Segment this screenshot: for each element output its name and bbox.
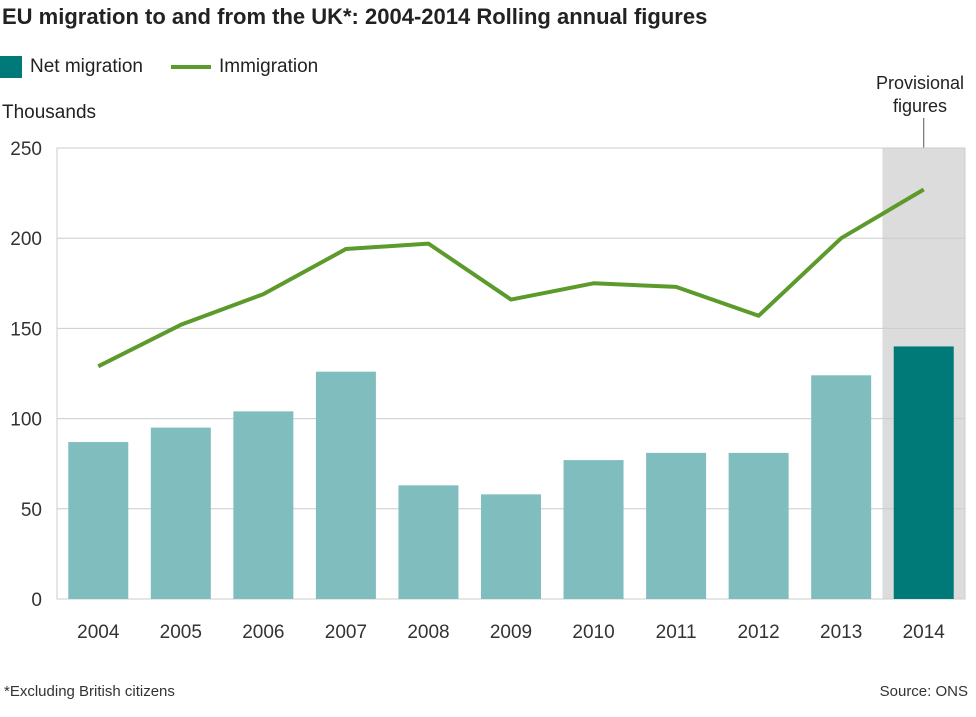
- y-tick-label: 100: [10, 410, 42, 431]
- bar-2010: [563, 460, 624, 599]
- bar-2004: [68, 442, 129, 599]
- x-tick-label: 2005: [160, 622, 202, 643]
- y-axis-label: Thousands: [2, 102, 97, 123]
- x-tick-label: 2008: [407, 622, 449, 643]
- legend-swatch-net-migration: [0, 56, 22, 78]
- x-tick-label: 2004: [77, 622, 120, 643]
- footnote: *Excluding British citizens: [4, 683, 175, 700]
- y-tick-label: 50: [21, 500, 42, 521]
- bar-2008: [398, 485, 459, 599]
- source: Source: ONS: [879, 683, 968, 700]
- x-tick-label: 2011: [656, 622, 697, 643]
- bar-2013: [811, 375, 872, 599]
- bar-2012: [728, 452, 789, 599]
- x-tick-label: 2009: [490, 622, 532, 643]
- x-tick-label: 2012: [737, 622, 779, 643]
- provisional-annotation: Provisional figures: [875, 73, 965, 116]
- x-tick-label: 2014: [903, 622, 946, 643]
- bar-2006: [233, 411, 294, 599]
- bar-2005: [150, 427, 211, 599]
- legend-label-immigration: Immigration: [219, 56, 319, 77]
- y-tick-label: 0: [31, 590, 42, 611]
- y-tick-label: 250: [10, 139, 42, 160]
- x-tick-label: 2006: [242, 622, 284, 643]
- y-tick-label: 150: [10, 319, 42, 340]
- legend-label-net-migration: Net migration: [30, 56, 143, 77]
- bar-2007: [315, 371, 376, 599]
- bar-2011: [646, 452, 707, 599]
- chart-title: EU migration to and from the UK*: 2004-2…: [2, 4, 708, 29]
- bar-2009: [481, 494, 541, 599]
- legend-swatch-immigration: [171, 65, 211, 69]
- legend: Net migration Immigration: [0, 56, 318, 78]
- y-tick-label: 200: [10, 229, 42, 250]
- x-tick-label: 2007: [325, 622, 367, 643]
- bar-2014: [893, 346, 954, 599]
- x-tick-label: 2010: [572, 622, 614, 643]
- immigration-line: [97, 187, 925, 369]
- x-tick-label: 2013: [820, 622, 862, 643]
